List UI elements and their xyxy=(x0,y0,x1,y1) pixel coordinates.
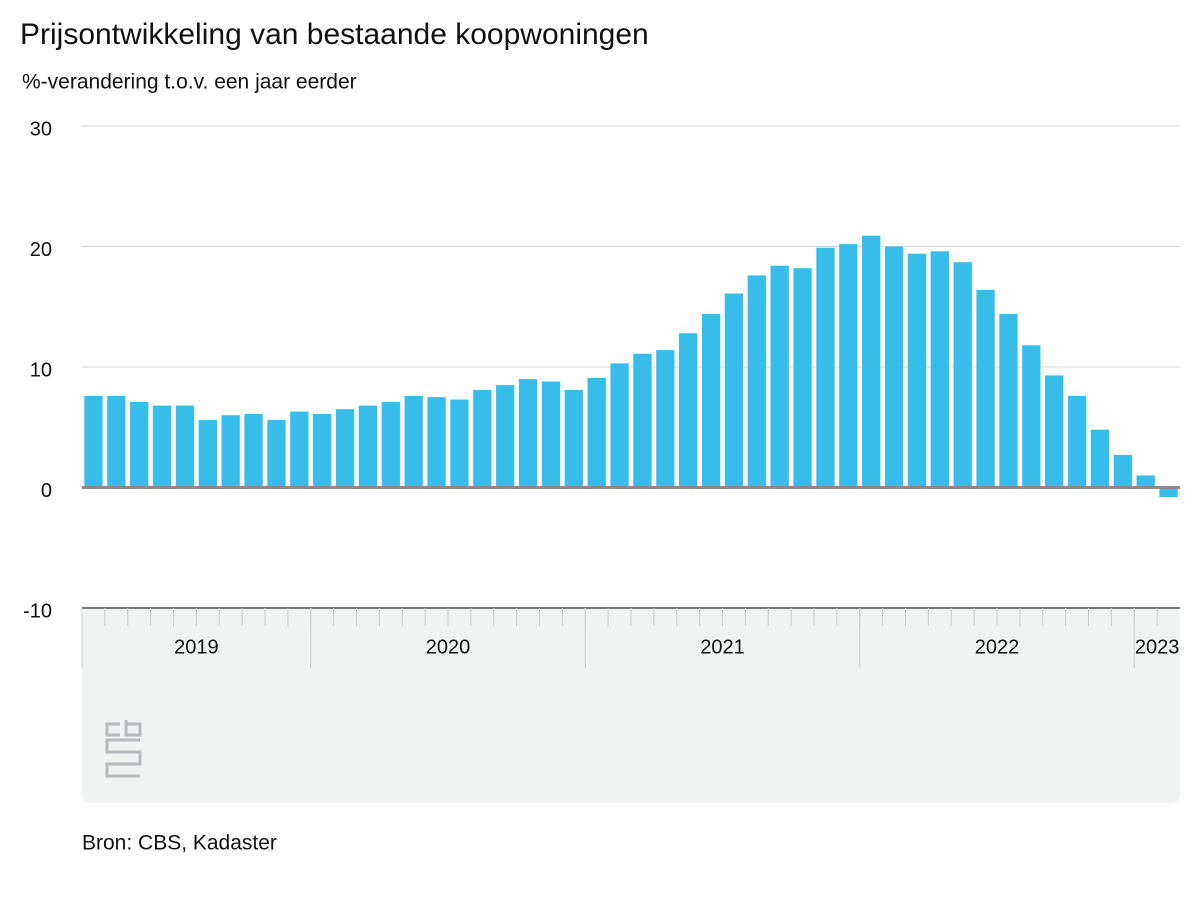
y-tick-label: 10 xyxy=(30,359,52,381)
bar xyxy=(976,289,995,488)
bar xyxy=(564,389,583,488)
bar xyxy=(541,381,561,488)
x-group-label: 2019 xyxy=(174,636,219,658)
bar xyxy=(290,411,309,488)
bar xyxy=(633,353,652,488)
bar xyxy=(884,246,904,488)
bar xyxy=(313,413,332,488)
bar xyxy=(244,413,263,488)
bar xyxy=(198,420,217,488)
bar xyxy=(473,389,492,488)
bar xyxy=(1113,454,1132,488)
bar xyxy=(587,377,606,488)
x-group-label: 2021 xyxy=(700,636,745,658)
y-tick-label: -10 xyxy=(23,600,52,622)
bar xyxy=(335,409,355,488)
bar xyxy=(930,251,949,488)
bar xyxy=(381,401,400,488)
bar xyxy=(953,262,972,488)
chart-title: Prijsontwikkeling van bestaande koopwoni… xyxy=(20,18,649,51)
logo xyxy=(105,720,142,778)
bar xyxy=(1067,395,1087,488)
bar xyxy=(793,268,812,488)
bar xyxy=(84,395,103,488)
bar xyxy=(496,385,515,488)
bar xyxy=(152,405,172,488)
y-tick-label: 30 xyxy=(30,118,52,140)
source: Bron: CBS, Kadaster xyxy=(82,832,277,855)
bar xyxy=(1022,345,1041,488)
bar xyxy=(404,395,423,488)
bar xyxy=(999,313,1018,488)
bar xyxy=(770,265,789,488)
bar xyxy=(1090,429,1110,488)
bar xyxy=(130,401,149,488)
y-tick-label: 20 xyxy=(30,239,52,261)
bar xyxy=(656,350,675,488)
x-group-label: 2022 xyxy=(975,636,1020,658)
bar xyxy=(747,275,766,488)
bar xyxy=(107,395,126,488)
bar xyxy=(816,247,835,488)
bar xyxy=(175,405,195,488)
bar xyxy=(724,293,744,488)
bar xyxy=(450,399,469,488)
bar xyxy=(358,405,378,488)
x-group-label: 2020 xyxy=(426,636,471,658)
axis-panel xyxy=(82,608,1180,803)
y-tick-label: 0 xyxy=(41,480,52,502)
bar xyxy=(1159,487,1178,498)
bar xyxy=(907,253,927,488)
bar xyxy=(839,244,858,488)
bar xyxy=(427,397,446,488)
bar xyxy=(610,363,629,488)
bar xyxy=(518,379,538,488)
bar xyxy=(267,420,286,488)
chart-subtitle: %-verandering t.o.v. een jaar eerder xyxy=(22,71,357,94)
bar xyxy=(221,415,240,488)
bar xyxy=(1136,475,1155,488)
bar xyxy=(1045,375,1064,488)
x-group-label: 2023 xyxy=(1135,636,1180,658)
bar xyxy=(862,235,881,488)
bar xyxy=(679,333,698,488)
bar xyxy=(701,313,721,488)
